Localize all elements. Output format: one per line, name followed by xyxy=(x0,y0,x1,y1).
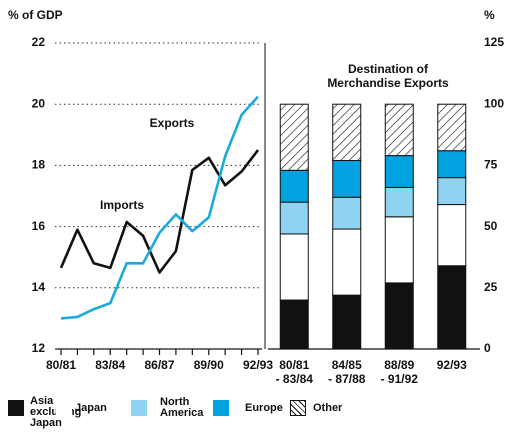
legend-swatch xyxy=(290,400,306,416)
bar-segment xyxy=(279,299,309,350)
bar-segment xyxy=(332,160,362,198)
series-annotation: Exports xyxy=(150,116,195,130)
y2-axis-label: % xyxy=(484,8,495,22)
series-annotation: Imports xyxy=(100,198,144,212)
bar-segment xyxy=(437,265,467,350)
y-tick-label: 12 xyxy=(32,341,46,355)
y-tick-label: 14 xyxy=(32,280,46,294)
x-tick-label: 88/89 xyxy=(384,358,414,372)
y-tick-label: 20 xyxy=(32,96,46,110)
y-tick-label: 18 xyxy=(32,158,46,172)
bar-segment xyxy=(332,103,362,162)
y2-tick-label: 0 xyxy=(484,341,491,355)
bar-segment xyxy=(332,294,362,350)
legend-swatch xyxy=(131,400,147,416)
bar-segment xyxy=(384,186,414,218)
bar-segment xyxy=(279,233,309,301)
y2-tick-label: 125 xyxy=(484,35,504,49)
legend-label: North America xyxy=(160,396,204,419)
bar-segment xyxy=(437,103,467,152)
y2-tick-label: 75 xyxy=(484,158,498,172)
x-tick-label: 83/84 xyxy=(95,358,125,372)
bar-segment xyxy=(384,155,414,188)
bar-segment xyxy=(437,204,467,267)
panel-title: Destination of Merchandise Exports xyxy=(327,62,449,90)
line-series xyxy=(59,149,260,274)
bar-segment xyxy=(384,103,414,157)
legend-swatch xyxy=(56,400,72,416)
legend-label: Europe xyxy=(245,402,283,414)
bar-segment xyxy=(332,196,362,230)
x-tick-label: 89/90 xyxy=(194,358,224,372)
x-tick-label: 80/81 xyxy=(279,358,309,372)
legend-label: Other xyxy=(313,402,343,414)
x-tick-label: 92/93 xyxy=(437,358,467,372)
x-tick-label: 80/81 xyxy=(46,358,76,372)
legend-swatch xyxy=(213,400,229,416)
bar-segment xyxy=(279,103,309,171)
bar-segment xyxy=(384,216,414,284)
x-tick-label: - 83/84 xyxy=(276,372,314,386)
bar-segment xyxy=(437,177,467,206)
x-tick-label: 84/85 xyxy=(332,358,362,372)
x-tick-label: - 87/88 xyxy=(328,372,366,386)
bar-segment xyxy=(279,201,309,235)
legend-label: Asia excluding Japan xyxy=(30,395,81,429)
bar-segment xyxy=(279,169,309,203)
legend-swatch xyxy=(8,400,24,416)
y-tick-label: 22 xyxy=(32,35,46,49)
y2-tick-label: 25 xyxy=(484,280,498,294)
y2-tick-label: 50 xyxy=(484,219,498,233)
legend-label: Japan xyxy=(75,402,107,414)
x-tick-label: 92/93 xyxy=(243,358,273,372)
y-axis-label: % of GDP xyxy=(8,8,63,22)
x-tick-label: - 91/92 xyxy=(381,372,419,386)
bar-segment xyxy=(332,228,362,296)
bar-segment xyxy=(384,282,414,350)
x-tick-label: 86/87 xyxy=(144,358,174,372)
bar-segment xyxy=(437,150,467,179)
y2-tick-label: 100 xyxy=(484,96,504,110)
line-series xyxy=(60,95,259,320)
y-tick-label: 16 xyxy=(32,219,46,233)
